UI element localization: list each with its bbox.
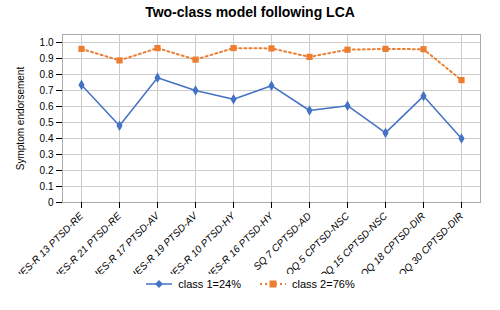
svg-text:0: 0 [48,197,54,208]
svg-text:0.6: 0.6 [40,101,54,112]
svg-text:Symptom endorsement: Symptom endorsement [15,67,26,171]
html-text:class 2=76%: class 2=76% [292,278,355,290]
html-text:Two-class model following LCA: Two-class model following LCA [145,4,355,20]
svg-text:0.5: 0.5 [40,117,54,128]
svg-text:0.8: 0.8 [40,69,54,80]
svg-text:SQ 7 CPTSD-AD: SQ 7 CPTSD-AD [251,210,314,273]
svg-text:1.0: 1.0 [40,37,54,48]
svg-text:0.3: 0.3 [40,149,54,160]
html-text:class 1=24%: class 1=24% [178,278,241,290]
svg-text:0.2: 0.2 [40,165,54,176]
svg-text:0.9: 0.9 [40,53,54,64]
svg-text:0.4: 0.4 [40,133,54,144]
svg-text:OQ 30 CPTSD-DIR: OQ 30 CPTSD-DIR [396,210,465,274]
svg-text:0.1: 0.1 [40,181,54,192]
svg-text:0.7: 0.7 [40,85,54,96]
